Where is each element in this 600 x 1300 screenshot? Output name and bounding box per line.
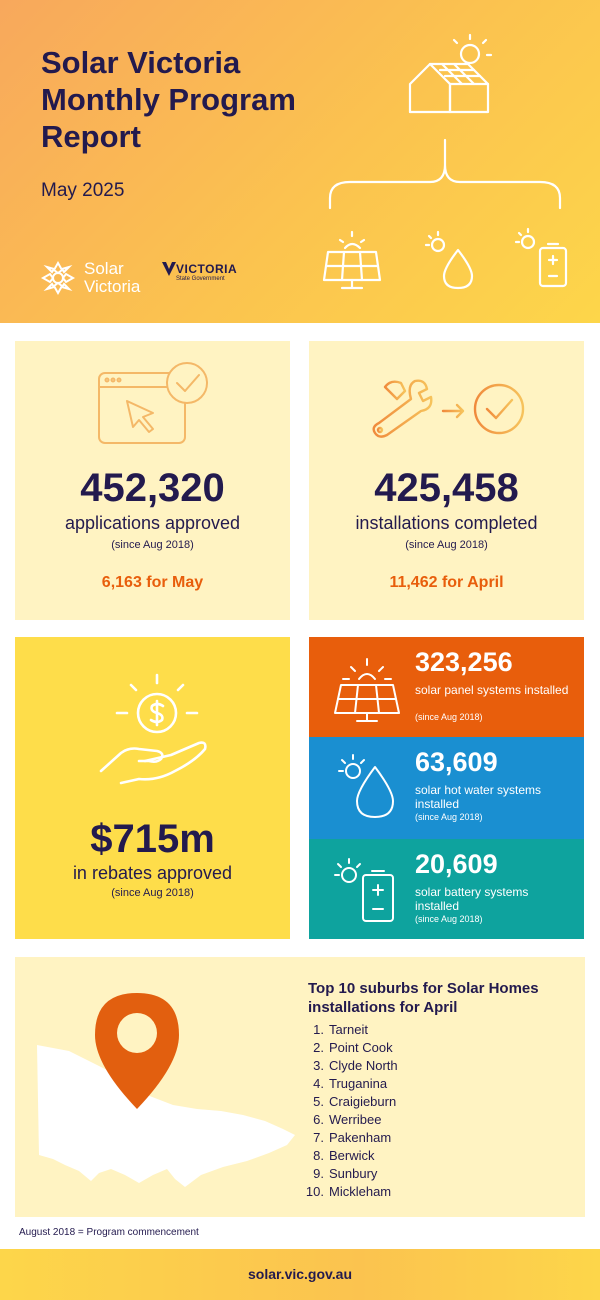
installations-value: 425,458 [374,466,519,510]
victoria-mark-icon [162,262,176,276]
list-item-name: Truganina [329,1076,388,1091]
rebates-value: $715m [90,817,215,861]
house-icon [408,62,490,114]
list-item-name: Berwick [329,1148,375,1163]
rebates-card: $715m in rebates approved (since Aug 201… [15,637,290,939]
solar-panel-stat: 323,256 solar panel systems installed (s… [309,637,584,737]
applications-since: (since Aug 2018) [111,539,194,551]
list-item-number: 8. [313,1148,324,1163]
solar-panel-icon [334,658,400,722]
list-item: 6. Werribee [301,1111,398,1129]
state-government-text: State Government [176,276,225,282]
header-banner: Solar Victoria Monthly Program Report Ma… [0,0,600,323]
hot-water-icon [338,754,394,818]
rebates-since: (since Aug 2018) [111,887,194,899]
list-item: 10. Mickleham [301,1183,398,1201]
solar-products-illustration [322,33,568,290]
list-item-number: 4. [313,1076,324,1091]
solar-victoria-logo: Solar Victoria [40,260,154,296]
list-item: 9. Sunbury [301,1165,398,1183]
installations-since: (since Aug 2018) [405,539,488,551]
hot-water-since: (since Aug 2018) [415,812,483,822]
victoria-government-logo: VICTORIA State Government [162,262,237,282]
battery-stat: 20,609 solar battery systems installed (… [309,839,584,939]
solar-panel-small-icon [322,230,382,290]
applications-monthly: 6,163 for May [101,574,204,591]
top-suburbs-title: Top 10 suburbs for Solar Homes installat… [308,980,539,1016]
victoria-logo-text: VICTORIA [176,262,238,276]
applications-card: 452,320 applications approved (since Aug… [15,341,290,620]
solar-victoria-mark-icon [40,260,76,296]
list-item: 5. Craigieburn [301,1093,398,1111]
installations-monthly: 11,462 for April [389,574,504,591]
sun-icon [452,33,493,65]
victoria-map [37,993,295,1187]
solar-victoria-logo-text: Solar Victoria [84,259,141,296]
list-item-name: Pakenham [329,1130,392,1145]
list-item-number: 6. [313,1112,324,1127]
footer-bar: solar.vic.gov.au [0,1249,600,1300]
solar-panel-value: 323,256 [415,647,513,677]
list-item-number: 2. [313,1040,324,1055]
list-item: 4. Truganina [301,1075,398,1093]
hot-water-small-icon [424,230,474,290]
list-item-number: 1. [313,1022,324,1037]
solar-panel-label: solar panel systems installed [415,683,569,697]
list-item: 8. Berwick [301,1147,398,1165]
battery-icon [334,858,394,922]
victoria-map-shape [37,1045,295,1187]
page-title: Solar Victoria Monthly Program Report [41,45,296,154]
website-link[interactable]: solar.vic.gov.au [247,1266,352,1282]
installations-label: installations completed [355,513,538,533]
top-suburbs-card: Top 10 suburbs for Solar Homes installat… [15,957,585,1217]
list-item-number: 5. [313,1094,324,1109]
list-item-number: 7. [313,1130,324,1145]
hot-water-value: 63,609 [415,747,498,777]
list-item-number: 9. [313,1166,324,1181]
list-item-name: Mickleham [329,1184,392,1199]
list-item-name: Clyde North [329,1058,398,1073]
applications-value: 452,320 [80,466,225,510]
list-item: 2. Point Cook [301,1039,398,1057]
wrench-check-icon [372,379,525,438]
solar-panel-since: (since Aug 2018) [415,712,483,722]
list-item-name: Point Cook [329,1040,393,1055]
list-item: 3. Clyde North [301,1057,398,1075]
battery-value: 20,609 [415,849,498,879]
list-item-number: 3. [313,1058,324,1073]
battery-label: solar battery systems installed [415,885,529,913]
list-item-name: Craigieburn [329,1094,397,1109]
list-item: 7. Pakenham [301,1129,398,1147]
battery-since: (since Aug 2018) [415,914,483,924]
browser-click-icon [98,362,208,444]
list-item-name: Werribee [329,1112,382,1127]
installations-card: 425,458 installations completed (since A… [309,341,584,620]
hand-coin-icon [99,673,207,785]
applications-label: applications approved [64,513,241,533]
list-item-name: Tarneit [329,1022,369,1037]
location-pin-icon [95,993,179,1109]
hot-water-stat: 63,609 solar hot water systems installed… [309,737,584,839]
rebates-label: in rebates approved [72,863,233,883]
report-month: May 2025 [41,180,125,201]
list-item-number: 10. [305,1184,324,1199]
battery-small-icon [514,227,568,288]
list-item-name: Sunbury [329,1166,378,1181]
footnote: August 2018 = Program commencement [19,1227,199,1238]
hot-water-label: solar hot water systems installed [415,783,542,811]
top-suburbs-list: 1. Tarneit 2. Point Cook 3. Clyde North 4. Trug… [301,1021,398,1201]
list-item: 1. Tarneit [301,1021,398,1039]
